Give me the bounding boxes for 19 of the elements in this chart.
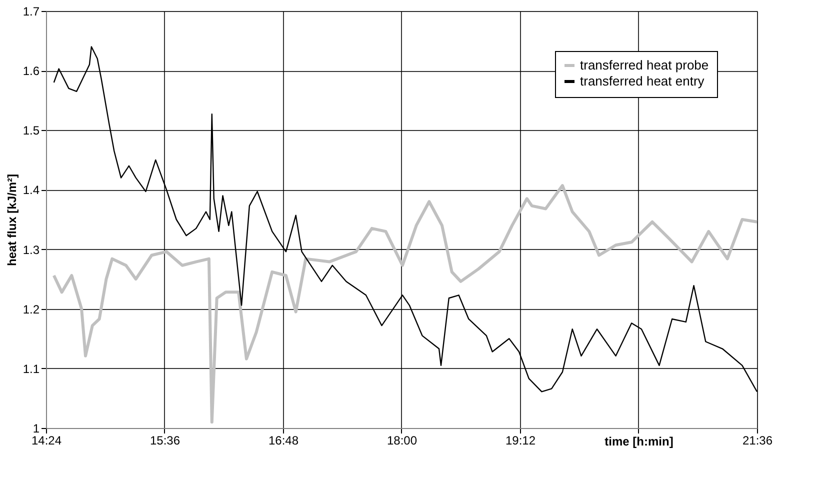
- y-tick-label: 1.5: [22, 124, 40, 138]
- y-tick-label: 1: [32, 422, 40, 436]
- line-series: [52, 184, 758, 424]
- x-tick-label: 19:12: [505, 434, 536, 448]
- x-axis-title: time [h:min]: [604, 434, 674, 448]
- y-tick-label: 1.7: [22, 4, 40, 18]
- y-tick-label: 1.4: [22, 183, 40, 198]
- x-tick-label: 15:36: [150, 434, 180, 448]
- x-tick-label: 18:00: [386, 434, 418, 448]
- x-tick-label: 21:36: [742, 434, 773, 448]
- legend-label: transferred heat probe: [580, 58, 709, 72]
- y-tick-label: 1.2: [22, 302, 40, 316]
- legend-label: transferred heat entry: [580, 74, 705, 88]
- y-tick-label: 1.6: [22, 64, 40, 78]
- x-tick-label: 14:24: [31, 434, 62, 448]
- y-tick-label: 1.1: [22, 362, 40, 376]
- y-tick-label: 1.3: [22, 242, 40, 257]
- x-tick-label: 16:48: [268, 434, 299, 448]
- y-axis-title: heat flux [kJ/m²]: [4, 174, 19, 266]
